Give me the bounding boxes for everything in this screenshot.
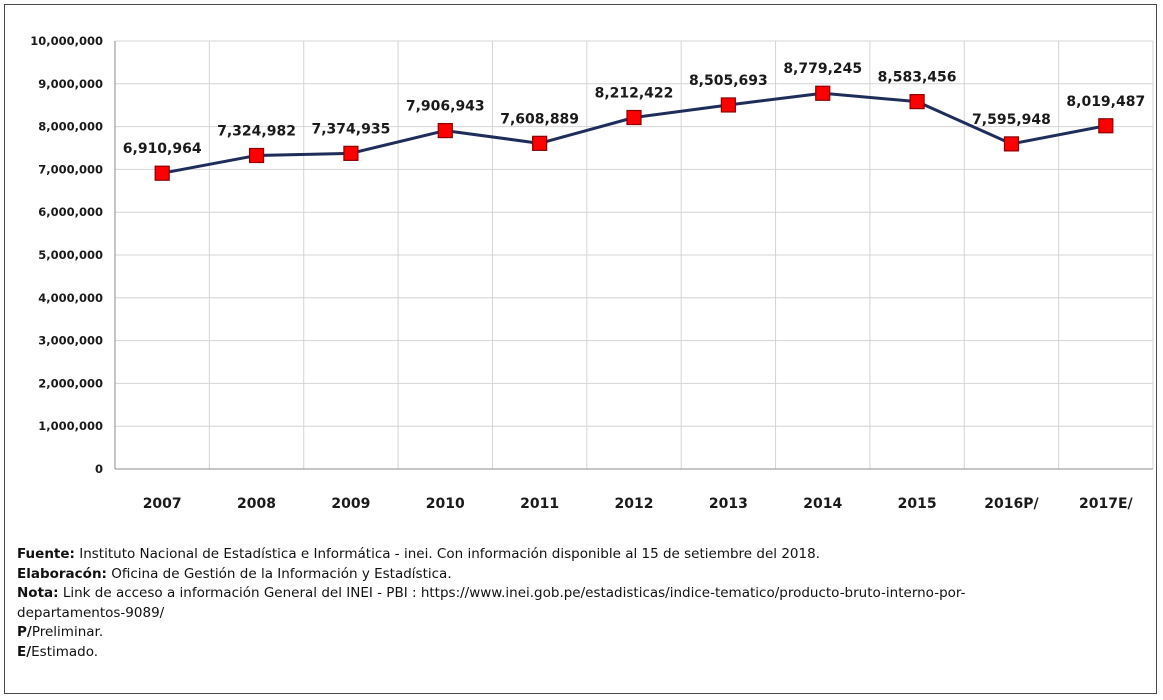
note-preliminary: P/Preliminar. xyxy=(17,624,104,640)
note-source: Fuente: Instituto Nacional de Estadístic… xyxy=(17,546,820,562)
data-label: 8,583,456 xyxy=(878,70,957,86)
x-tick-label: 2014 xyxy=(803,496,842,512)
grid-lines xyxy=(115,40,1154,469)
chart-notes: Fuente: Instituto Nacional de Estadístic… xyxy=(17,545,1147,662)
data-point-marker xyxy=(532,135,548,151)
y-tick-label: 6,000,000 xyxy=(38,205,103,219)
y-tick-label: 9,000,000 xyxy=(38,77,103,91)
data-label: 7,324,982 xyxy=(217,123,296,139)
x-tick-label: 2011 xyxy=(520,496,559,512)
note-elaboration: Elaboracón: Oficina de Gestión de la Inf… xyxy=(17,565,452,582)
data-point-marker xyxy=(1003,136,1020,152)
series xyxy=(154,85,1114,181)
data-point-marker xyxy=(815,85,831,101)
data-label: 7,374,935 xyxy=(311,121,390,137)
data-point-marker xyxy=(909,94,925,110)
x-tick-label: 2017E/ xyxy=(1079,496,1134,512)
line-chart: 0 1,000,000 2,000,000 3,000,000 4,000,000 5,0… xyxy=(30,34,1154,512)
x-tick-label: 2015 xyxy=(898,496,937,512)
x-tick-label: 2016P/ xyxy=(984,496,1039,512)
note-link-continued: departamentos-9089/ xyxy=(17,604,165,621)
data-label: 7,608,889 xyxy=(500,111,579,127)
data-label: 7,595,948 xyxy=(972,112,1051,128)
x-axis: 2007 2008 2009 2010 2011 2012 2013 2014 2015 2016… xyxy=(115,468,1153,512)
x-tick-label: 2008 xyxy=(237,496,276,512)
data-point-marker xyxy=(154,165,170,181)
data-label: 6,910,964 xyxy=(123,141,202,157)
x-tick-label: 2012 xyxy=(615,496,654,512)
data-label: 8,505,693 xyxy=(689,73,768,89)
data-point-marker xyxy=(437,122,453,139)
y-tick-label: 8,000,000 xyxy=(38,120,103,134)
note-link: Nota: Link de acceso a información Gener… xyxy=(17,585,966,601)
data-label: 8,212,422 xyxy=(595,86,674,102)
chart-frame: 0 1,000,000 2,000,000 3,000,000 4,000,000 5,0… xyxy=(4,4,1157,694)
x-tick-label: 2013 xyxy=(709,496,748,512)
data-point-marker xyxy=(248,147,265,164)
data-label: 7,906,943 xyxy=(406,99,485,115)
y-axis: 0 1,000,000 2,000,000 3,000,000 4,000,000 5,0… xyxy=(30,34,116,476)
y-tick-label: 5,000,000 xyxy=(38,248,103,262)
y-tick-label: 0 xyxy=(95,462,103,476)
y-tick-label: 2,000,000 xyxy=(38,376,103,390)
data-point-marker xyxy=(626,109,642,126)
y-tick-label: 1,000,000 xyxy=(38,419,103,433)
data-labels: 6,910,964 7,324,982 7,374,935 7,906,943 7,60… xyxy=(123,61,1145,157)
data-point-marker xyxy=(720,97,736,113)
data-point-marker xyxy=(1098,118,1114,134)
y-tick-label: 10,000,000 xyxy=(30,34,103,48)
y-tick-label: 7,000,000 xyxy=(38,162,103,176)
data-label: 8,779,245 xyxy=(783,61,862,77)
y-tick-label: 4,000,000 xyxy=(38,291,103,305)
y-tick-label: 3,000,000 xyxy=(38,334,103,348)
x-tick-label: 2009 xyxy=(331,496,370,512)
x-tick-label: 2007 xyxy=(143,496,182,512)
x-tick-label: 2010 xyxy=(426,496,465,512)
data-label: 8,019,487 xyxy=(1066,94,1145,110)
note-estimated: E/Estimado. xyxy=(17,643,99,660)
data-point-marker xyxy=(343,145,359,161)
